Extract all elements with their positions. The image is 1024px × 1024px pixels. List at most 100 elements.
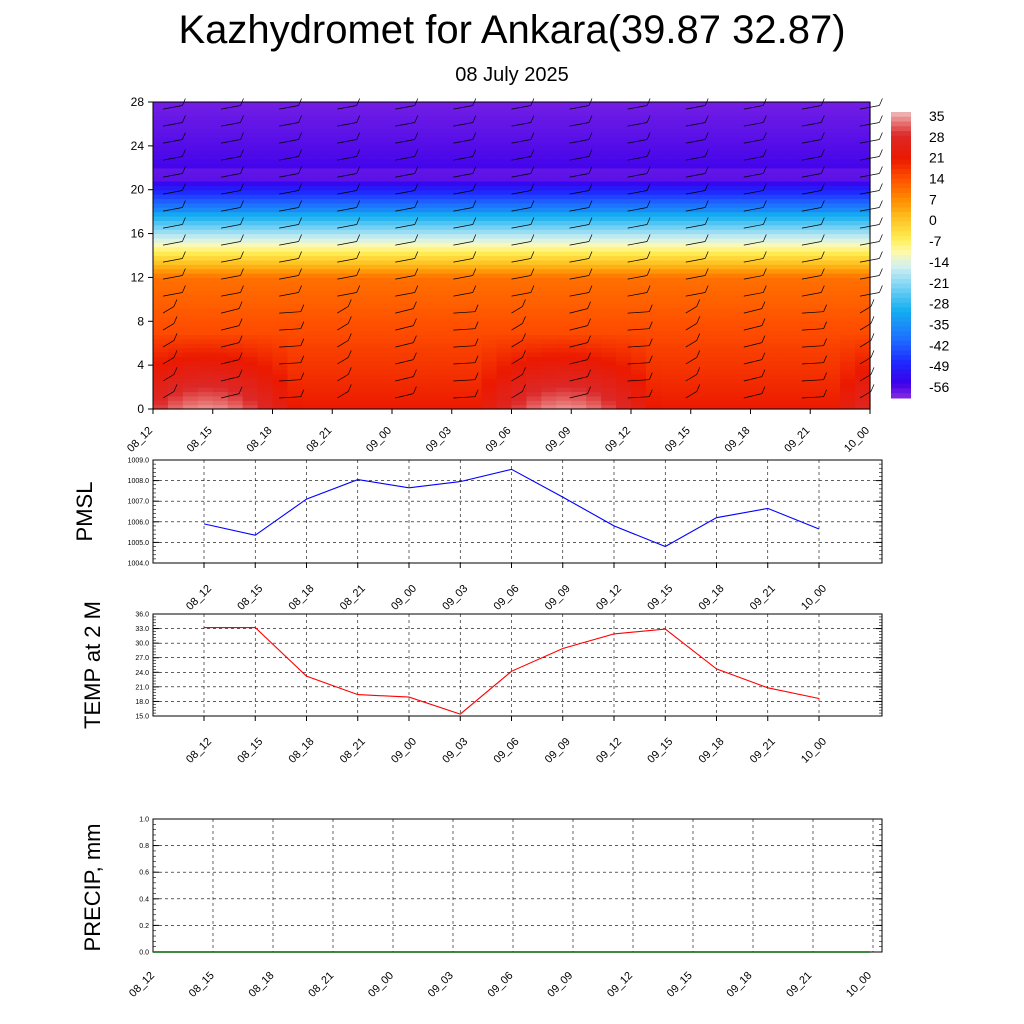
heatmap-cell: [720, 347, 737, 353]
heatmap-cell: [526, 325, 542, 331]
heatmap-cell: [795, 180, 811, 186]
heatmap-cell: [660, 286, 677, 292]
heatmap-cell: [212, 185, 229, 191]
heatmap-cell: [451, 211, 468, 217]
heatmap-cell: [541, 286, 557, 292]
heatmap-cell: [302, 387, 318, 393]
heatmap-cell: [317, 128, 333, 134]
wind-barb-flag: [870, 299, 875, 307]
temp-2m-xtick-label: 08_12: [184, 736, 214, 766]
heatmap-cell: [466, 259, 483, 265]
heatmap-cell: [287, 294, 303, 300]
heatmap-cell: [511, 128, 528, 134]
heatmap-cell: [212, 351, 229, 357]
heatmap-cell: [780, 347, 796, 353]
heatmap-cell: [735, 325, 752, 331]
wind-barb-shaft: [221, 224, 241, 229]
heatmap-cell: [272, 308, 289, 314]
heatmap-cell: [197, 106, 214, 112]
heatmap-cell: [332, 294, 348, 300]
heatmap-cell: [406, 224, 423, 230]
heatmap-cell: [855, 303, 871, 309]
heatmap-cell: [631, 268, 647, 274]
heatmap-cell: [780, 334, 796, 340]
heatmap-cell: [720, 286, 737, 292]
heatmap-xtick-label: 09_15: [663, 425, 693, 455]
heatmap-cell: [840, 246, 856, 252]
heatmap-cell: [436, 176, 453, 182]
heatmap-cell: [197, 141, 214, 147]
wind-barb-shaft: [859, 374, 872, 382]
heatmap-cell: [571, 242, 587, 248]
heatmap-cell: [167, 154, 184, 160]
pmsl-xtick-label: 09_15: [645, 583, 675, 613]
heatmap-cell: [750, 391, 767, 397]
heatmap-cell: [332, 391, 348, 397]
heatmap-cell: [705, 132, 722, 138]
heatmap-cell: [690, 119, 707, 125]
heatmap-cell: [511, 255, 528, 261]
heatmap-cell: [302, 194, 318, 200]
heatmap-cell: [302, 154, 318, 160]
heatmap-cell: [720, 268, 737, 274]
heatmap-cell: [541, 237, 557, 243]
heatmap-cell: [556, 102, 572, 107]
heatmap-cell: [406, 351, 423, 357]
heatmap-cell: [496, 176, 513, 182]
heatmap-cell: [511, 273, 528, 279]
heatmap-cell: [690, 369, 707, 375]
heatmap-cell: [227, 303, 244, 309]
heatmap-cell: [392, 308, 408, 314]
heatmap-cell: [750, 194, 767, 200]
wind-barb-shaft: [569, 292, 590, 297]
wind-barb-flag: [879, 251, 883, 259]
wind-barb-shaft: [221, 122, 241, 127]
heatmap-cell: [675, 369, 692, 375]
heatmap-cell: [511, 233, 528, 239]
heatmap-cell: [496, 321, 513, 327]
heatmap-cell: [436, 325, 453, 331]
heatmap-cell: [675, 224, 692, 230]
heatmap-cell: [421, 110, 438, 116]
heatmap-cell: [377, 246, 393, 252]
colorbar-label: 0: [929, 212, 937, 228]
heatmap-cell: [735, 132, 752, 138]
wind-barb-shaft: [395, 275, 415, 280]
heatmap-cell: [780, 308, 796, 314]
wind-barb-flag: [472, 251, 477, 259]
heatmap-cell: [287, 338, 303, 344]
heatmap-cell: [421, 154, 438, 160]
heatmap-cell: [436, 207, 453, 213]
heatmap-cell: [855, 123, 871, 129]
temp-2m-xtick-label: 08_21: [338, 736, 368, 766]
heatmap-cell: [436, 321, 453, 327]
heatmap-cell: [392, 277, 408, 283]
heatmap-cell: [212, 281, 229, 287]
wind-barb-shaft: [453, 122, 473, 127]
temp-2m-xtick-label: 08_18: [287, 736, 317, 766]
heatmap-cell: [705, 154, 722, 160]
heatmap-cell: [780, 189, 796, 195]
heatmap-cell: [212, 347, 229, 353]
wind-barb-flag: [298, 132, 302, 140]
heatmap-cell: [675, 119, 692, 125]
heatmap-cell: [720, 273, 737, 279]
wind-barb-shaft: [395, 376, 414, 382]
heatmap-cell: [825, 150, 841, 156]
heatmap-cell: [406, 102, 423, 107]
heatmap-cell: [750, 264, 767, 270]
heatmap-cell: [765, 299, 781, 305]
heatmap-cell: [616, 237, 632, 243]
heatmap-cell: [571, 259, 587, 265]
heatmap-cell: [631, 382, 647, 388]
heatmap-cell: [197, 237, 214, 243]
heatmap-cell: [765, 229, 781, 235]
heatmap-cell: [347, 338, 363, 344]
heatmap-cell: [795, 237, 811, 243]
heatmap-cell: [556, 365, 572, 371]
heatmap-cell: [421, 294, 438, 300]
wind-barb-flag: [704, 234, 709, 242]
wind-barb-flag: [413, 386, 417, 394]
heatmap-cell: [660, 255, 677, 261]
heatmap-cell: [720, 176, 737, 182]
